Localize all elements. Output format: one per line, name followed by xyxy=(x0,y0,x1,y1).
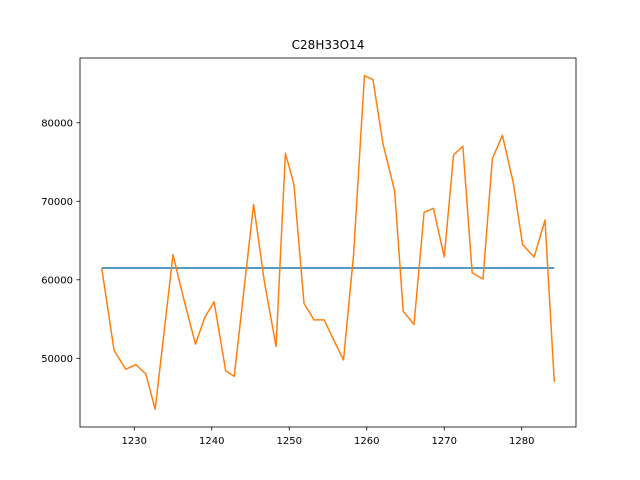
plot-frame xyxy=(79,57,577,428)
x-tick-label: 1280 xyxy=(509,436,534,447)
y-tick-label: 80000 xyxy=(41,118,73,129)
y-axis: 50000 60000 70000 80000 xyxy=(41,118,80,365)
x-tick-label: 1230 xyxy=(122,436,147,447)
series-line-2 xyxy=(100,74,556,411)
x-axis: 1230 1240 1250 1260 1270 1280 xyxy=(122,427,534,447)
y-tick-label: 60000 xyxy=(41,275,73,286)
x-tick-label: 1250 xyxy=(277,436,302,447)
y-tick-label: 70000 xyxy=(41,197,73,208)
series-layer xyxy=(100,74,556,411)
x-tick-label: 1260 xyxy=(354,436,379,447)
y-tick-label: 50000 xyxy=(41,354,73,365)
chart-title: C28H33O14 xyxy=(292,38,365,52)
x-tick-label: 1240 xyxy=(199,436,224,447)
x-tick-label: 1270 xyxy=(432,436,457,447)
